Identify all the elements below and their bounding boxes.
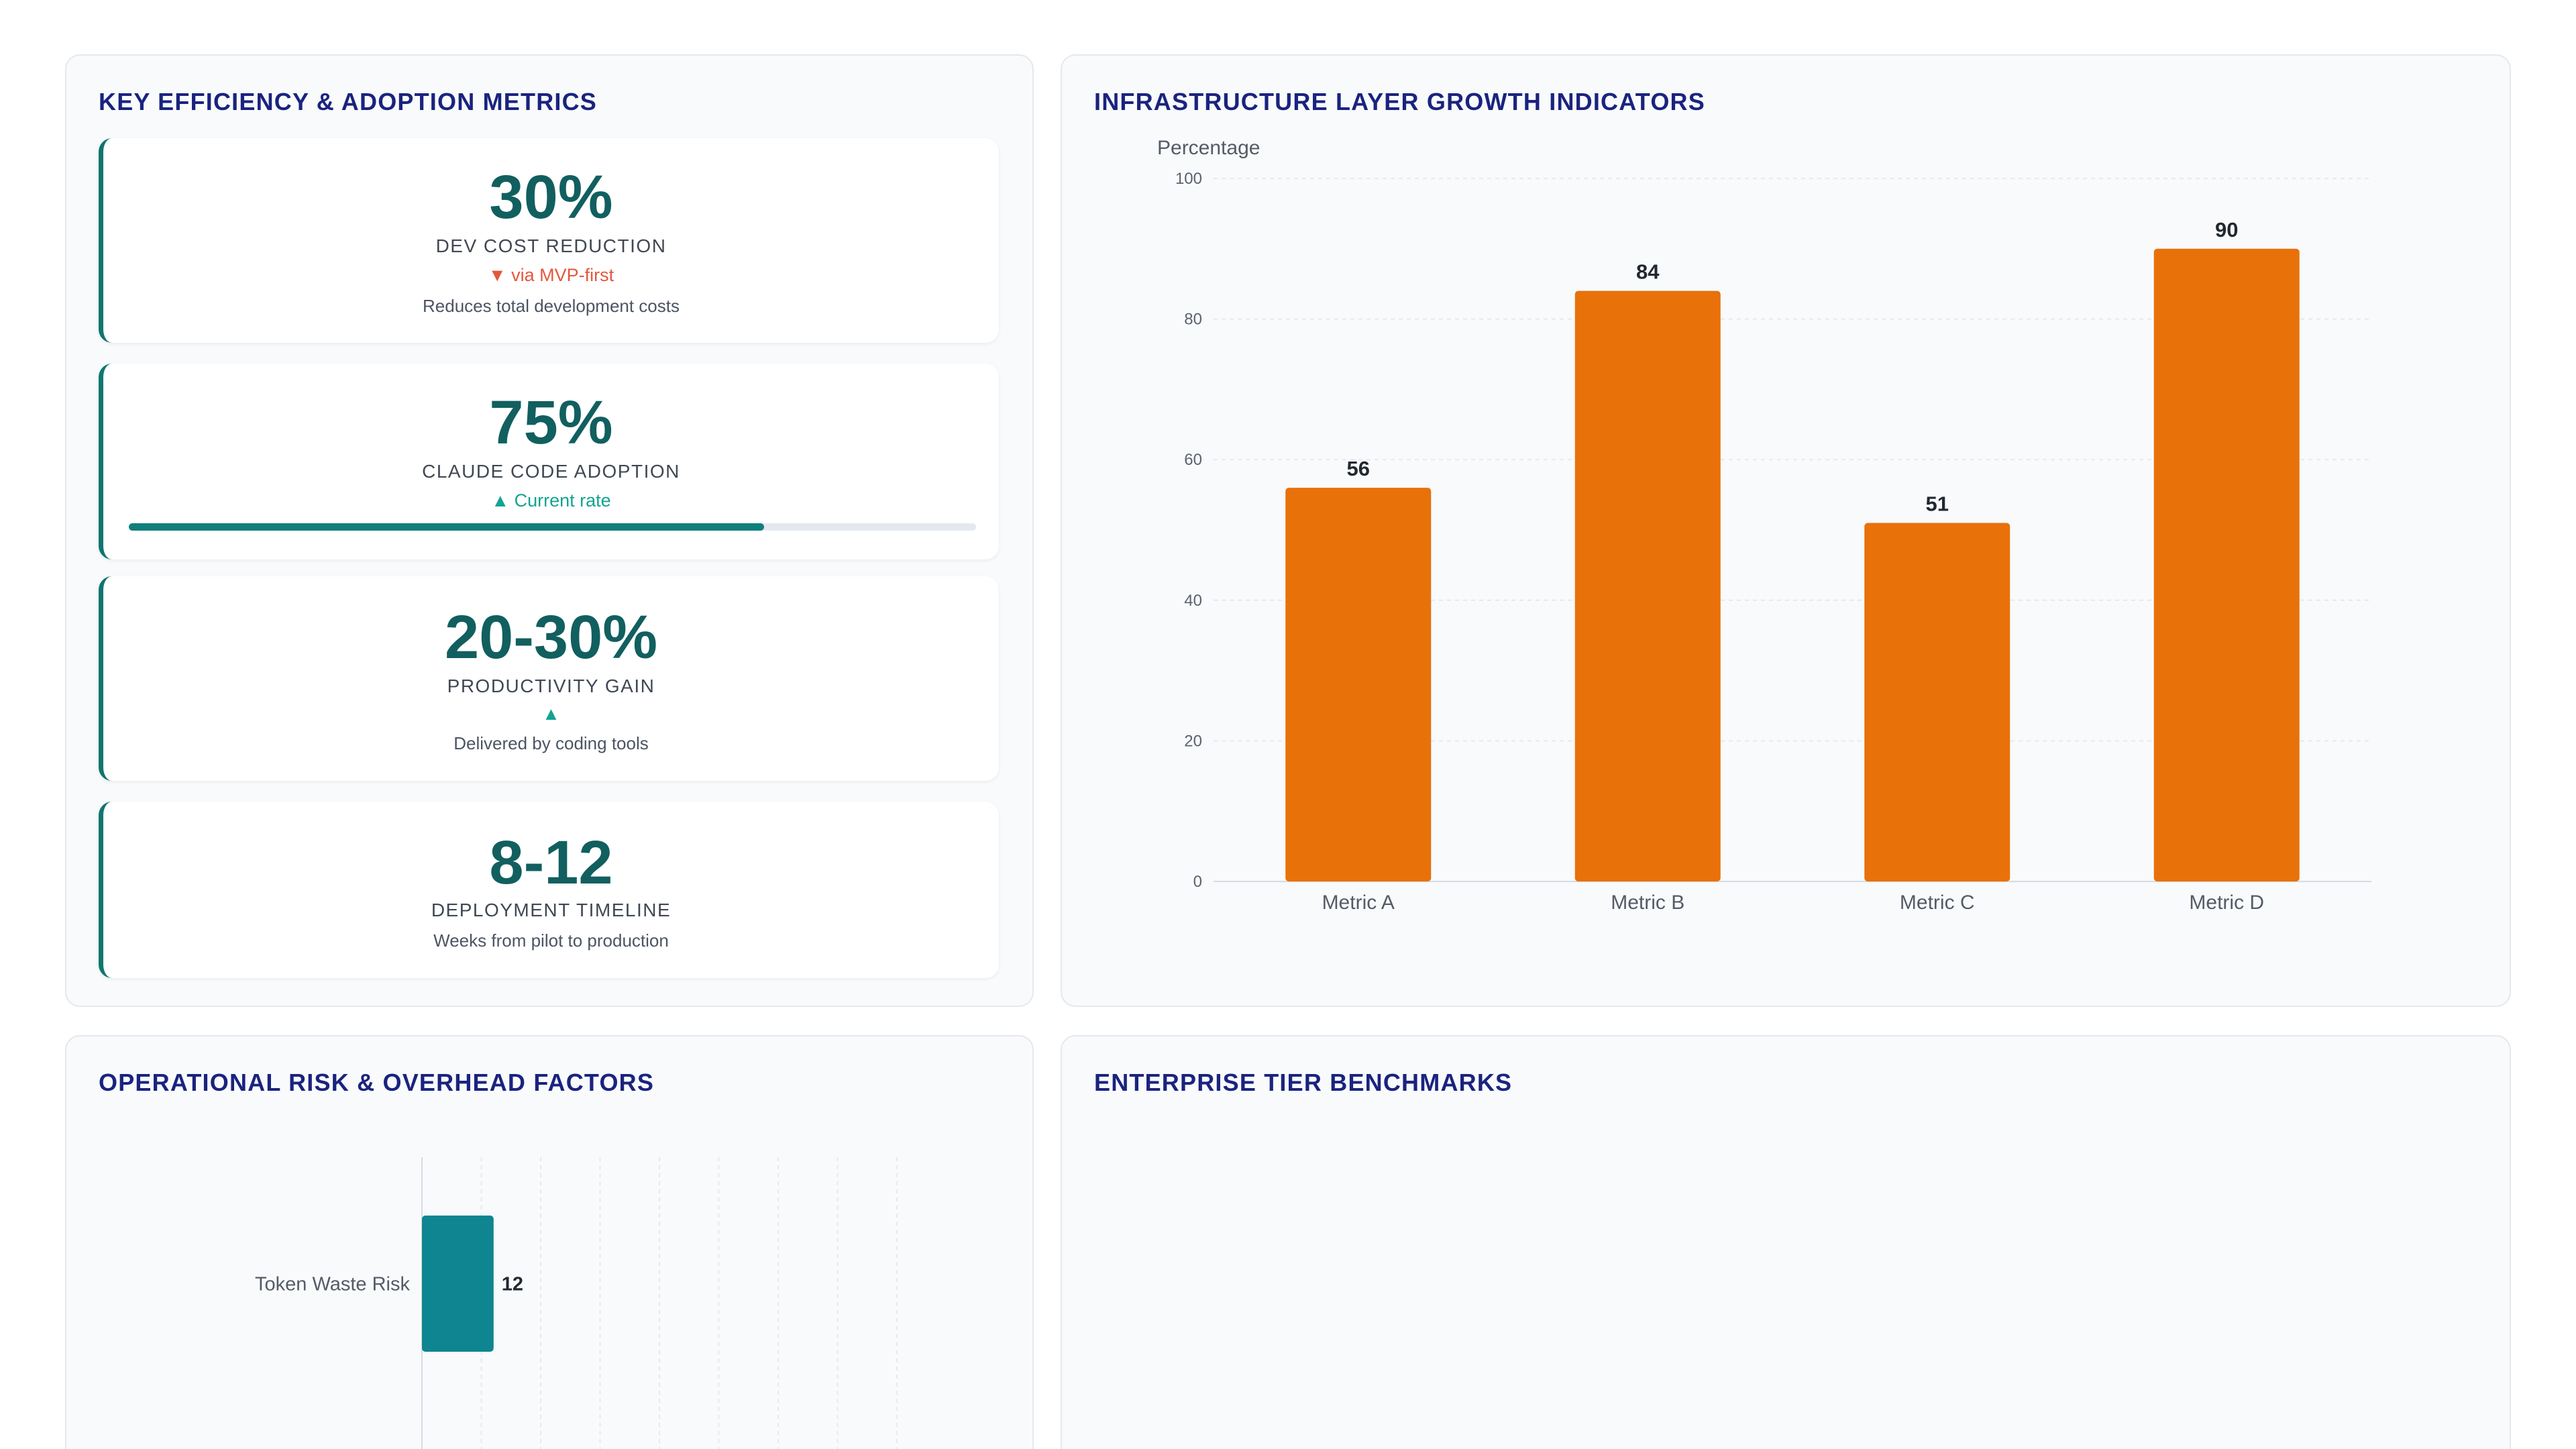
kpi-label: CLAUDE CODE ADOPTION [422,461,680,482]
bar [1574,290,1721,881]
kpi-label: PRODUCTIVITY GAIN [447,676,655,696]
kpi-card-deployment: 8-12 DEPLOYMENT TIMELINE Weeks from pilo… [99,802,999,978]
kpi-value: 20-30% [444,603,658,672]
kpi-label: DEV COST REDUCTION [435,235,667,256]
enterprise-panel-title: ENTERPRISE TIER BENCHMARKS [1094,1069,1513,1096]
y-axis-label: Percentage [1157,137,1260,159]
data-label: 90 [2215,218,2238,241]
enterprise-panel: ENTERPRISE TIER BENCHMARKS [1061,1035,2511,1449]
kpi-description: Reduces total development costs [423,296,680,316]
growth-bar-chart: Percentage 0 20 40 60 80 100 56 Metric A 84 Metric… [1157,137,2371,914]
kpi-card-claude-adoption: 75% CLAUDE CODE ADOPTION ▲ Current rate [99,364,999,559]
x-tick-label: Metric D [2189,892,2264,914]
x-tick-label: Metric A [1322,892,1395,914]
y-tick-label: 100 [1175,170,1202,188]
growth-panel-title: INFRASTRUCTURE LAYER GROWTH INDICATORS [1094,88,1705,115]
y-tick-label: 60 [1184,451,1202,469]
kpi-panel-title: KEY EFFICIENCY & ADOPTION METRICS [99,88,598,115]
data-label: 84 [1636,260,1660,284]
kpi-trend-down: ▼ via MVP-first [488,265,614,285]
y-tick-label: 20 [1184,732,1202,750]
y-tick-label: 0 [1193,873,1202,891]
x-tick-label: Metric B [1611,892,1684,914]
risk-panel: OPERATIONAL RISK & OVERHEAD FACTORS 12 To… [65,1035,1034,1449]
kpi-value: 30% [489,163,613,231]
category-label: Token Waste Risk [255,1274,410,1295]
kpi-value: 75% [489,388,613,457]
y-tick-label: 80 [1184,311,1202,329]
risk-panel-title: OPERATIONAL RISK & OVERHEAD FACTORS [99,1069,655,1096]
bar [1285,488,1432,881]
y-tick-label: 40 [1184,592,1202,610]
bar [1864,523,2010,881]
data-label: 12 [502,1274,523,1295]
kpi-value: 8-12 [489,828,613,897]
risk-bar-chart: 12 Token Waste Risk [255,1157,898,1449]
kpi-description: Weeks from pilot to production [433,930,669,951]
x-tick-label: Metric C [1900,892,1975,914]
kpi-label: DEPLOYMENT TIMELINE [431,900,672,920]
growth-panel: INFRASTRUCTURE LAYER GROWTH INDICATORS P… [1061,54,2511,1007]
kpi-card-productivity: 20-30% PRODUCTIVITY GAIN ▲ Delivered by … [99,576,999,781]
kpi-description: Delivered by coding tools [453,733,649,753]
kpi-panel: KEY EFFICIENCY & ADOPTION METRICS 30% DE… [65,54,1034,1007]
adoption-progress-bar [129,523,976,531]
kpi-card-dev-cost: 30% DEV COST REDUCTION ▼ via MVP-first R… [99,138,999,343]
kpi-trend-up: ▲ [542,704,560,724]
data-label: 56 [1347,457,1370,480]
bar [422,1216,494,1352]
bar [2153,248,2300,881]
data-label: 51 [1926,492,1949,516]
adoption-progress-fill [129,523,765,531]
kpi-trend-up: ▲ Current rate [491,490,611,511]
